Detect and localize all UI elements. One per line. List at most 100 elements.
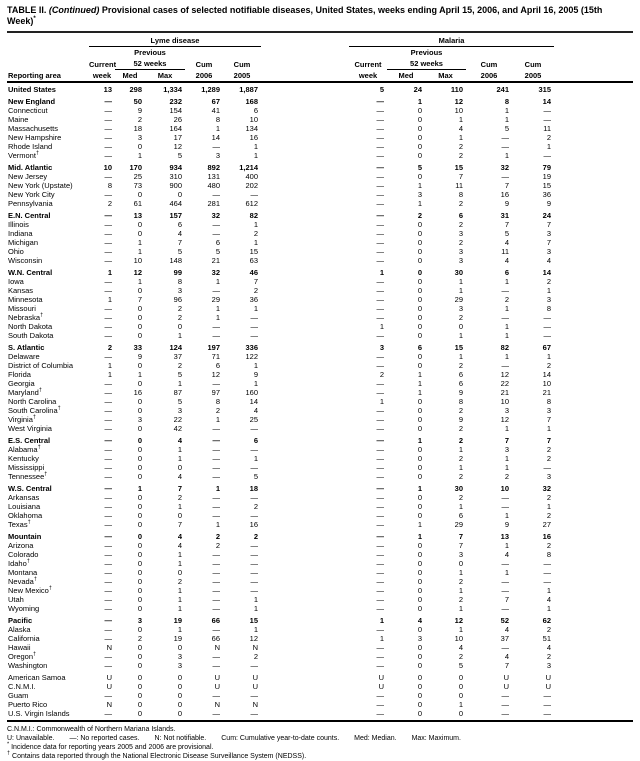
reporting-area-cell: Delaware [8,352,40,361]
value-cell: — [250,661,259,670]
value-cell: 3 [137,616,142,625]
value-cell: — [212,322,221,331]
row-right-pad [554,559,633,568]
value-cell: — [376,331,385,340]
value-cell: 612 [245,199,259,208]
value-cell: — [501,313,510,322]
value-cell: 164 [169,124,182,133]
value-cell: 14 [542,268,552,277]
value-cell: — [376,106,385,115]
value-cell: 10 [133,256,142,265]
column-gap [261,541,349,550]
value-cell: 14 [542,370,552,379]
malaria-cum-label-2005: Cum [524,59,542,69]
value-cell: 148 [169,256,182,265]
value-cell: 25 [133,172,142,181]
value-cell: 96 [173,295,182,304]
table-row: Ohio —1 5 5 15—0 3 11 3 [7,247,633,256]
value-cell: 24 [413,85,423,94]
value-cell: 4 [504,652,510,661]
reporting-area-cell: Ohio [8,247,24,256]
value-cell: — [212,577,221,586]
value-cell: — [543,331,552,340]
value-cell: — [250,463,259,472]
value-cell: 2 [546,454,552,463]
value-cell: 0 [417,652,423,661]
value-cell: — [104,436,113,445]
value-cell: 9 [137,106,142,115]
value-cell: 1 [417,370,423,379]
column-gap [261,445,349,454]
reporting-area-cell: Montana [8,568,38,577]
value-cell: 1 [417,532,423,541]
malaria-cum-label-2006: Cum [480,59,498,69]
value-cell: — [501,643,510,652]
value-cell: — [501,700,510,709]
value-cell: 1 [253,361,259,370]
value-cell: — [543,577,552,586]
column-gap [261,238,349,247]
column-gap [261,670,349,682]
value-cell: 336 [245,343,259,352]
value-cell: 0 [417,352,423,361]
value-cell: 3 [546,295,552,304]
value-cell: 0 [417,142,423,151]
reporting-area-cell: Guam [8,691,29,700]
value-cell: 0 [137,463,142,472]
legend-not-notifiable: N: Not notifiable. [154,735,207,742]
row-right-pad [554,106,633,115]
value-cell: — [376,151,385,160]
reporting-area-cell: North Carolina [8,397,57,406]
row-right-pad [554,352,633,361]
value-cell: 15 [249,616,259,625]
value-cell: 4 [546,256,552,265]
value-cell: 0 [417,277,423,286]
value-cell: 13 [103,85,112,94]
value-cell: 1 [253,625,259,634]
value-cell: — [543,151,552,160]
value-cell: 0 [137,445,142,454]
value-cell: 30 [454,484,464,493]
value-cell: 8 [504,97,510,106]
value-cell: — [376,463,385,472]
value-cell: — [104,484,113,493]
value-cell: 0 [417,625,423,634]
reporting-area-cell: Indiana [8,229,33,238]
value-cell: 8 [177,277,182,286]
table-row: Pacific — 3 19 66 15 1 4 12 52 62 [7,613,633,625]
row-right-pad [554,493,633,502]
table-row: Puerto Rico N 0 0 N N — 0 1 — — [7,700,633,709]
value-cell: — [376,211,385,220]
value-cell: — [212,559,221,568]
value-cell: — [543,709,552,718]
value-cell: — [104,211,113,220]
row-right-pad [554,313,633,322]
value-cell: 0 [417,643,423,652]
value-cell: 0 [137,586,142,595]
column-gap [261,625,349,634]
value-cell: 0 [458,709,464,718]
value-cell: 4 [546,643,552,652]
reporting-area-cell: Vermont† [8,150,39,160]
value-cell: 0 [137,436,142,445]
value-cell: — [376,133,385,142]
row-right-pad [554,613,633,625]
lyme-cum-label-2005: Cum [233,59,251,69]
table-row: Arkansas — 0 2 — — — 0 2 — 2 [7,493,633,502]
row-right-pad [554,424,633,433]
table-row: W.S. Central — 1 7 1 18 — 1 30 10 32 [7,481,633,493]
value-cell: — [104,304,113,313]
value-cell: — [212,568,221,577]
reporting-area-cell: New England [8,97,56,106]
malaria-current-label: Current [354,59,382,69]
row-right-pad [554,340,633,352]
reporting-area-cell: Mid. Atlantic [8,163,53,172]
value-cell: — [212,331,221,340]
column-gap [261,142,349,151]
value-cell: 1 [546,586,552,595]
value-cell: 6 [253,106,259,115]
table-row: Alaska — 0 1 — 1 — 0 1 4 2 [7,625,633,634]
value-cell: 1 [504,106,510,115]
value-cell: 1 [417,484,423,493]
value-cell: 62 [542,616,552,625]
